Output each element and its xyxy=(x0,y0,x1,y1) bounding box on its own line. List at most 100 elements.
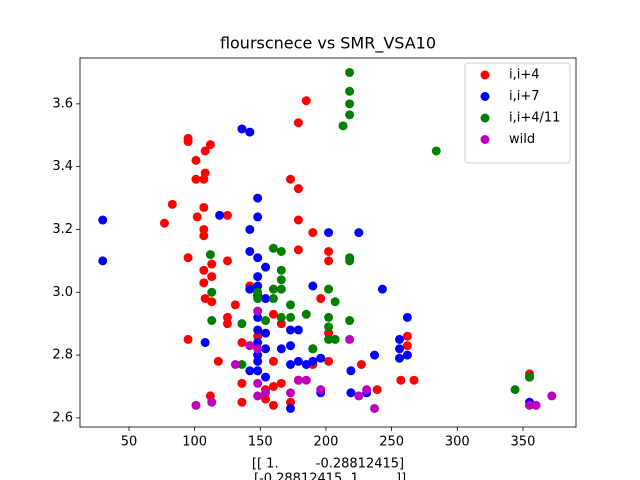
scatter-point xyxy=(395,334,405,344)
scatter-point xyxy=(268,243,278,253)
plot-frame xyxy=(79,57,577,428)
scatter-point xyxy=(345,99,355,109)
scatter-point xyxy=(345,256,355,266)
scatter-point xyxy=(183,334,193,344)
scatter-point xyxy=(261,344,271,354)
scatter-point xyxy=(183,253,193,263)
scatter-point xyxy=(431,146,441,156)
scatter-point xyxy=(286,388,296,398)
y-tick-label: 2.6 xyxy=(52,410,73,425)
chart-title: flourscnece vs SMR_VSA10 xyxy=(220,34,436,54)
scatter-point xyxy=(268,294,278,304)
scatter-point xyxy=(547,391,557,401)
scatter-point xyxy=(200,338,210,348)
scatter-point xyxy=(253,356,263,366)
scatter-point xyxy=(345,110,355,120)
scatter-point xyxy=(222,210,232,220)
scatter-point xyxy=(222,319,232,329)
scatter-point xyxy=(199,202,209,212)
scatter-point xyxy=(402,312,412,322)
scatter-point xyxy=(261,262,271,272)
scatter-point xyxy=(324,246,334,256)
scatter-point xyxy=(308,344,318,354)
scatter-point xyxy=(372,385,382,395)
x-tick-label: 50 xyxy=(121,435,138,450)
scatter-point xyxy=(199,278,209,288)
scatter-point xyxy=(200,146,210,156)
scatter-point xyxy=(245,224,255,234)
scatter-point xyxy=(525,400,535,410)
scatter-point xyxy=(286,174,296,184)
scatter-point xyxy=(345,86,355,96)
scatter-point xyxy=(205,140,215,150)
scatter-point xyxy=(230,360,240,370)
legend-label: i,i+4/11 xyxy=(509,111,560,126)
scatter-point xyxy=(395,353,405,363)
scatter-point xyxy=(324,256,334,266)
scatter-point xyxy=(324,284,334,294)
scatter-point xyxy=(525,372,535,382)
scatter-point xyxy=(276,265,286,275)
scatter-point xyxy=(286,403,296,413)
scatter-point xyxy=(167,199,177,209)
scatter-point xyxy=(308,228,318,238)
scatter-point xyxy=(253,331,263,341)
scatter-point xyxy=(199,224,209,234)
scatter-point xyxy=(268,309,278,319)
x-tick-label: 100 xyxy=(182,435,207,450)
x-tick-label: 250 xyxy=(379,435,404,450)
scatter-point xyxy=(286,360,296,370)
scatter-point xyxy=(183,137,193,147)
scatter-point xyxy=(191,174,201,184)
scatter-point xyxy=(286,397,296,407)
scatter-point xyxy=(245,284,255,294)
scatter-point xyxy=(245,341,255,351)
scatter-point xyxy=(199,231,209,241)
scatter-point xyxy=(222,256,232,266)
scatter-point xyxy=(207,316,217,326)
scatter-point xyxy=(286,341,296,351)
x-tick-label: 200 xyxy=(314,435,339,450)
scatter-point xyxy=(237,378,247,388)
scatter-point xyxy=(215,210,225,220)
scatter-point xyxy=(276,312,286,322)
y-tick-label: 3.6 xyxy=(52,96,73,111)
scatter-point xyxy=(286,325,296,335)
scatter-point xyxy=(324,356,334,366)
scatter-point xyxy=(308,356,318,366)
scatter-point xyxy=(253,312,263,322)
scatter-point xyxy=(324,228,334,238)
scatter-point xyxy=(402,350,412,360)
scatter-point xyxy=(276,284,286,294)
scatter-point xyxy=(253,294,263,304)
scatter-point xyxy=(213,356,223,366)
scatter-point xyxy=(395,344,405,354)
scatter-point xyxy=(159,218,169,228)
scatter-point xyxy=(253,366,263,376)
scatter-point xyxy=(324,322,334,332)
scatter-point xyxy=(377,284,387,294)
scatter-point xyxy=(276,344,286,354)
scatter-point xyxy=(354,228,364,238)
scatter-point xyxy=(245,366,255,376)
scatter-point xyxy=(345,334,355,344)
scatter-point xyxy=(354,391,364,401)
scatter-point xyxy=(402,331,412,341)
scatter-point xyxy=(237,124,247,134)
scatter-point xyxy=(207,259,217,269)
scatter-point xyxy=(191,155,201,165)
scatter-point xyxy=(293,184,303,194)
scatter-point xyxy=(316,294,326,304)
scatter-point xyxy=(276,319,286,329)
scatter-point xyxy=(261,328,271,338)
y-tick-label: 2.8 xyxy=(52,348,73,363)
scatter-point xyxy=(207,272,217,282)
scatter-point xyxy=(237,338,247,348)
scatter-point xyxy=(345,316,355,326)
scatter-point xyxy=(293,215,303,225)
scatter-point xyxy=(531,400,541,410)
scatter-point xyxy=(245,127,255,137)
scatter-point xyxy=(293,325,303,335)
y-tick-label: 3.0 xyxy=(52,285,73,300)
